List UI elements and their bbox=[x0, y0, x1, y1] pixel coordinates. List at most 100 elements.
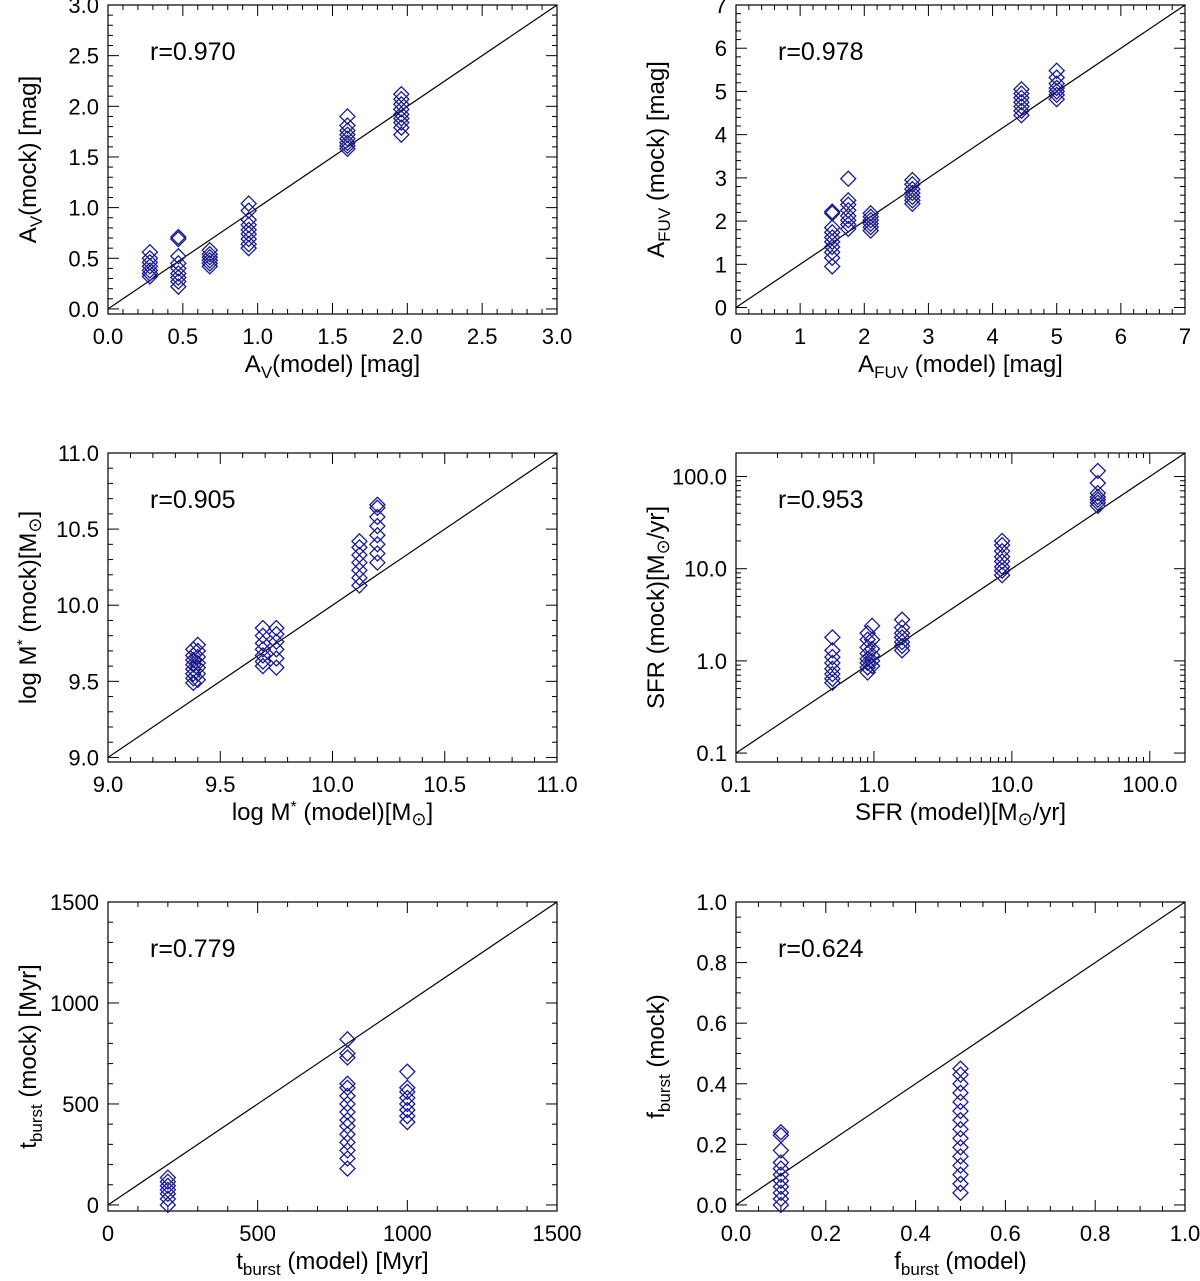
data-point-diamond bbox=[339, 1045, 356, 1062]
data-point-diamond bbox=[189, 665, 207, 683]
data-point-diamond bbox=[201, 254, 219, 272]
data-point-diamond bbox=[772, 1154, 790, 1171]
data-point-diamond bbox=[772, 1196, 790, 1214]
data-point-diamond bbox=[823, 233, 841, 251]
data-point-diamond bbox=[823, 674, 841, 692]
data-point-diamond bbox=[267, 625, 285, 643]
x-label-sub: burst bbox=[243, 1260, 281, 1279]
data-point-diamond bbox=[368, 508, 386, 526]
data-point-diamond bbox=[772, 1160, 790, 1178]
data-point-diamond bbox=[863, 640, 881, 658]
data-point-diamond bbox=[267, 633, 285, 651]
x-label-base: log M bbox=[232, 799, 291, 826]
x-label-base: f bbox=[894, 1248, 901, 1275]
data-point-diamond bbox=[189, 642, 207, 660]
x-tick-label: 9.0 bbox=[93, 772, 124, 797]
data-point-diamond bbox=[823, 203, 841, 220]
data-point-diamond bbox=[859, 645, 877, 663]
data-point-diamond bbox=[240, 202, 258, 220]
data-point-diamond bbox=[159, 1181, 177, 1199]
correlation-annotation: r=0.905 bbox=[150, 486, 236, 514]
data-point-diamond bbox=[267, 619, 285, 637]
data-point-diamond bbox=[189, 636, 207, 654]
x-label-rest: (model) [mag] bbox=[908, 351, 1063, 378]
y-axis-label: AV(mock) [mag] bbox=[15, 76, 46, 243]
y-label-rest: (mock) [mag] bbox=[643, 61, 670, 208]
sun-symbol-icon: ⊙ bbox=[25, 518, 45, 533]
data-point-diamond bbox=[159, 1173, 177, 1191]
data-point-diamond bbox=[398, 1063, 416, 1081]
data-point-diamond bbox=[339, 1087, 356, 1105]
data-point-diamond bbox=[862, 204, 880, 222]
x-axis-label: SFR (model)[M⊙/yr] bbox=[855, 799, 1066, 829]
x-label-rest: (model)[M bbox=[297, 799, 412, 826]
x-tick-label: 3.0 bbox=[542, 324, 573, 349]
x-tick-label: 2.0 bbox=[392, 324, 423, 349]
y-label-base: log M bbox=[15, 645, 42, 704]
x-label-base: t bbox=[236, 1248, 243, 1275]
data-point-diamond bbox=[863, 617, 881, 635]
y-tick-label: 2.5 bbox=[68, 44, 99, 69]
data-point-diamond bbox=[398, 1089, 416, 1107]
data-point-diamond bbox=[993, 542, 1011, 560]
data-point-diamond bbox=[839, 216, 857, 233]
data-point-diamond bbox=[368, 526, 386, 544]
y-tick-label: 0.6 bbox=[696, 1011, 727, 1036]
data-point-diamond bbox=[823, 204, 841, 222]
data-point-diamond bbox=[339, 117, 356, 134]
data-point-diamond bbox=[141, 268, 159, 285]
data-point-diamond bbox=[240, 211, 258, 229]
axis-ticks bbox=[735, 4, 1186, 314]
data-point-diamond bbox=[392, 85, 410, 103]
data-series bbox=[823, 62, 1066, 275]
y-label-rest: (mock) [mag] bbox=[15, 76, 42, 216]
x-label-star: * bbox=[291, 799, 297, 816]
one-to-one-line bbox=[108, 902, 557, 1206]
data-point-diamond bbox=[368, 496, 386, 514]
x-tick-label: 0 bbox=[102, 1221, 114, 1246]
y-tick-label: 0 bbox=[715, 296, 727, 321]
axis-ticks bbox=[735, 901, 1186, 1211]
data-point-diamond bbox=[351, 532, 368, 550]
data-point-diamond bbox=[339, 1125, 356, 1143]
y-axis-label: fburst (mock) bbox=[643, 994, 674, 1118]
data-point-diamond bbox=[772, 1172, 790, 1190]
x-tick-label: 0.0 bbox=[721, 1221, 752, 1246]
data-point-diamond bbox=[772, 1123, 790, 1141]
data-point-diamond bbox=[368, 535, 386, 553]
y-tick-label: 10.0 bbox=[56, 593, 99, 618]
y-tick-label: 11.0 bbox=[58, 441, 99, 466]
data-point-diamond bbox=[952, 1138, 969, 1156]
data-point-diamond bbox=[254, 657, 272, 675]
data-point-diamond bbox=[368, 554, 386, 572]
x-axis-label: AV(model) [mag] bbox=[245, 351, 420, 382]
data-point-diamond bbox=[254, 619, 272, 637]
data-point-diamond bbox=[398, 1101, 416, 1119]
data-point-diamond bbox=[993, 562, 1011, 580]
plot-frame bbox=[735, 4, 1186, 315]
x-tick-label: 2 bbox=[858, 324, 870, 349]
y-tick-label: 1500 bbox=[50, 890, 99, 915]
data-point-diamond bbox=[772, 1184, 790, 1202]
y-axis-label: log M* (mock)[M⊙] bbox=[15, 511, 45, 704]
x-tick-label: 10.5 bbox=[423, 772, 466, 797]
data-point-diamond bbox=[859, 638, 877, 656]
data-point-diamond bbox=[823, 249, 841, 267]
data-point-diamond bbox=[254, 634, 272, 652]
data-point-diamond bbox=[141, 262, 159, 279]
one-to-one-line bbox=[736, 453, 1185, 754]
x-tick-label: 500 bbox=[239, 1221, 276, 1246]
x-label-sub: V bbox=[261, 363, 273, 382]
y-label-base: SFR bbox=[643, 661, 670, 709]
data-point-diamond bbox=[159, 1185, 177, 1203]
data-point-diamond bbox=[952, 1166, 969, 1184]
y-label-base: f bbox=[643, 1112, 670, 1119]
y-tick-label: 500 bbox=[62, 1092, 99, 1117]
y-tick-label: 1000 bbox=[50, 991, 99, 1016]
data-point-diamond bbox=[339, 1111, 356, 1129]
data-series bbox=[823, 462, 1107, 692]
y-tick-label: 6 bbox=[715, 36, 727, 61]
sun-symbol-icon: ⊙ bbox=[1018, 809, 1033, 829]
data-point-diamond bbox=[169, 230, 187, 248]
